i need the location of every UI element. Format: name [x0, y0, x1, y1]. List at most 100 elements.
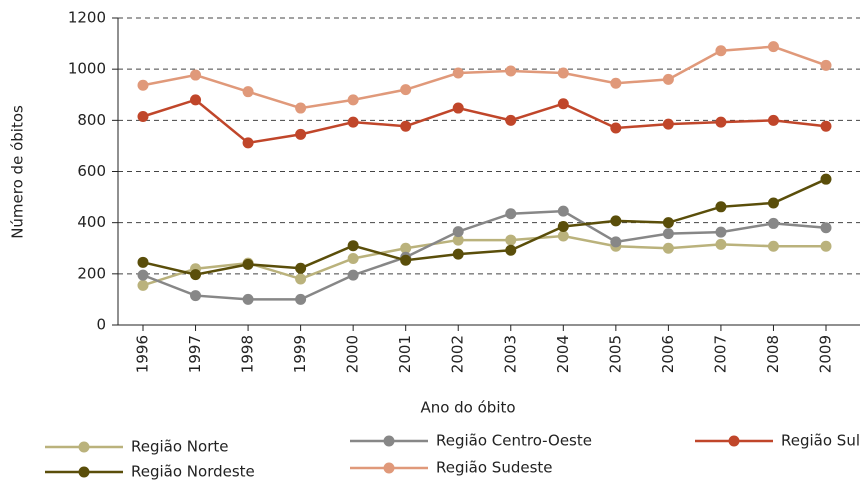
point [452, 226, 464, 238]
point [400, 120, 412, 132]
point [295, 293, 307, 305]
point [767, 240, 779, 252]
legend-marker [383, 462, 395, 474]
series-line [142, 98, 827, 145]
legend-marker [78, 441, 90, 453]
point [820, 59, 832, 71]
point [347, 116, 359, 128]
point [452, 248, 464, 260]
y-tick-label: 1200 [68, 9, 106, 27]
point [557, 98, 569, 110]
point [557, 221, 569, 233]
x-tick-label: 2005 [606, 335, 624, 373]
x-tick-label: 2001 [396, 335, 414, 373]
y-axis-label: Número de óbitos [9, 105, 27, 239]
point [767, 217, 779, 229]
point [137, 79, 149, 91]
point [820, 120, 832, 132]
point [295, 262, 307, 274]
x-tick-label: 2003 [501, 335, 519, 373]
x-tick-label: 1999 [291, 335, 309, 373]
point [347, 269, 359, 281]
point [505, 114, 517, 126]
point [347, 240, 359, 252]
point [242, 86, 254, 98]
point [610, 236, 622, 248]
point [662, 228, 674, 240]
point [662, 118, 674, 130]
point [715, 116, 727, 128]
x-tick-label: 1997 [186, 335, 204, 373]
point [557, 205, 569, 217]
point [452, 102, 464, 114]
point [767, 114, 779, 126]
series-line [142, 178, 827, 276]
y-tick-label: 1000 [68, 60, 106, 78]
point [242, 137, 254, 149]
x-tick-label: 2006 [659, 335, 677, 373]
point [505, 208, 517, 220]
y-tick-label: 0 [96, 316, 106, 334]
point [505, 244, 517, 256]
point [557, 67, 569, 79]
y-tick-label: 800 [77, 111, 106, 129]
point [137, 110, 149, 122]
series-line [142, 45, 827, 110]
legend-label: Região Norte [131, 438, 228, 456]
x-tick-label: 2008 [764, 335, 782, 373]
point [715, 226, 727, 238]
point [505, 65, 517, 77]
point [662, 73, 674, 85]
x-tick-label: 2000 [344, 335, 362, 373]
point [610, 122, 622, 134]
point [137, 269, 149, 281]
point [190, 69, 202, 81]
point [662, 242, 674, 254]
legend-marker [78, 466, 90, 478]
y-tick-label: 600 [77, 162, 106, 180]
x-tick-label: 1998 [239, 335, 257, 373]
point [190, 269, 202, 281]
point [820, 240, 832, 252]
point [715, 45, 727, 57]
point [190, 290, 202, 302]
series-line [142, 209, 827, 301]
point [505, 234, 517, 246]
point [452, 67, 464, 79]
point [295, 273, 307, 285]
point [347, 252, 359, 264]
point [662, 217, 674, 229]
point [715, 238, 727, 250]
x-tick-label: 1996 [134, 335, 152, 373]
point [820, 222, 832, 234]
point [295, 128, 307, 140]
point [715, 201, 727, 213]
y-tick-label: 200 [77, 264, 106, 282]
legend-label: Região Sul [781, 432, 860, 450]
legend-marker [728, 435, 740, 447]
x-tick-label: 2002 [449, 335, 467, 373]
point [610, 77, 622, 89]
point [242, 293, 254, 305]
x-axis-label: Ano do óbito [420, 399, 515, 417]
point [137, 279, 149, 291]
point [295, 102, 307, 114]
point [400, 254, 412, 266]
x-tick-label: 2007 [711, 335, 729, 373]
legend-marker [383, 435, 395, 447]
point [452, 234, 464, 246]
point [767, 41, 779, 53]
point [400, 242, 412, 254]
point [767, 197, 779, 209]
point [347, 94, 359, 106]
point [610, 215, 622, 227]
x-tick-label: 2009 [817, 335, 835, 373]
point [400, 84, 412, 96]
x-tick-label: 2004 [554, 335, 572, 373]
legend-label: Região Centro-Oeste [436, 432, 592, 450]
legend-label: Região Sudeste [436, 459, 553, 477]
y-tick-label: 400 [77, 213, 106, 231]
point [557, 230, 569, 242]
legend-label: Região Nordeste [131, 463, 255, 481]
